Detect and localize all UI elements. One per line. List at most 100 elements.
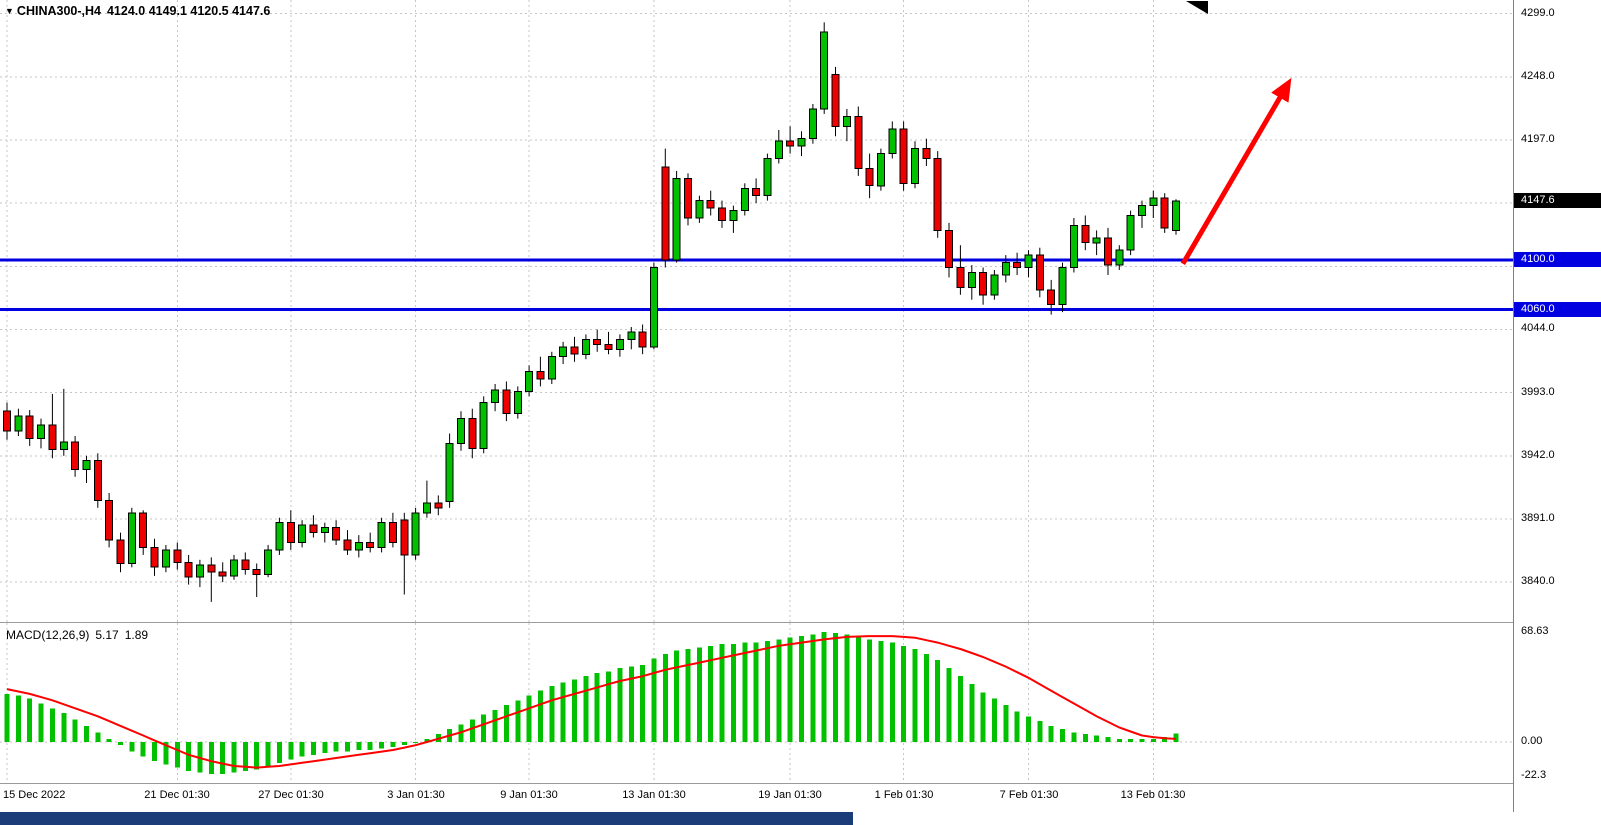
candle [1069, 224, 1078, 268]
macd-histogram-bar [628, 666, 634, 742]
candle [876, 153, 885, 187]
macd-histogram-bar [1128, 738, 1134, 742]
macd-histogram-bar [526, 695, 532, 742]
macd-axis-label: -22.3 [1521, 769, 1547, 781]
macd-histogram-bar [764, 641, 770, 742]
candle [1001, 262, 1010, 276]
trend-arrow [1180, 77, 1292, 266]
candle [468, 418, 477, 449]
time-axis-label: 15 Dec 2022 [3, 789, 66, 801]
macd-histogram-bar [912, 649, 918, 742]
candle [1047, 289, 1056, 306]
macd-histogram-bar [379, 742, 385, 749]
candle [82, 460, 91, 470]
macd-histogram-bar [390, 742, 396, 747]
candle [627, 331, 636, 340]
time-axis-label: 27 Dec 01:30 [258, 789, 324, 801]
time-axis-label: 21 Dec 01:30 [144, 789, 210, 801]
candle [842, 115, 851, 127]
macd-histogram-bar [481, 714, 487, 742]
candle [457, 418, 465, 444]
price-chart-pane[interactable] [0, 0, 1513, 623]
macd-histogram-bar [708, 645, 714, 742]
macd-main-value: 5.17 [95, 628, 119, 642]
candle [479, 402, 488, 449]
macd-histogram-bar [1026, 716, 1031, 742]
candle [979, 272, 988, 296]
candle [615, 338, 624, 350]
macd-histogram-bar [367, 742, 373, 750]
macd-histogram-bar [503, 705, 509, 742]
horizontal-scrollbar-thumb[interactable] [0, 812, 853, 825]
macd-histogram-bar [787, 637, 793, 742]
macd-histogram-bar [95, 732, 101, 742]
candle [786, 140, 795, 147]
time-axis-label: 9 Jan 01:30 [500, 789, 558, 801]
macd-axis-label: 0.00 [1521, 735, 1543, 747]
candle [763, 158, 772, 197]
macd-histogram-bar [106, 738, 112, 742]
macd-histogram-bar [61, 713, 67, 742]
candle [411, 512, 420, 556]
candle [649, 267, 658, 348]
macd-histogram-bar [220, 742, 226, 775]
symbol-dropdown-icon[interactable]: ▼ [5, 6, 14, 16]
candle [161, 549, 170, 568]
macd-histogram-bar [242, 742, 248, 771]
macd-histogram-bar [152, 742, 157, 762]
candle [309, 524, 318, 534]
pane-separator[interactable] [0, 622, 1601, 623]
macd-histogram-bar [174, 742, 180, 768]
macd-histogram-bar [333, 742, 339, 752]
price-axis-label: 3840.0 [1521, 575, 1555, 587]
macd-histogram-bar [730, 644, 736, 742]
macd-histogram-bar [583, 676, 589, 742]
macd-histogram-bar [129, 742, 135, 752]
chart-shift-marker-icon[interactable] [1186, 1, 1208, 14]
macd-histogram-bar [935, 660, 941, 742]
macd-histogram-bar [186, 742, 192, 771]
macd-histogram-bar [696, 647, 702, 742]
macd-histogram-bar [208, 742, 214, 775]
macd-histogram-bar [401, 742, 407, 746]
candle [1115, 249, 1124, 266]
macd-histogram-bar [84, 725, 89, 742]
candle [116, 539, 125, 564]
price-axis[interactable]: 4299.0 4248.0 4197.0 4044.0 3993.0 3942.0 3891… [1513, 0, 1601, 812]
macd-histogram-bar [753, 642, 759, 742]
candle [1081, 224, 1090, 244]
macd-histogram-bar [889, 642, 895, 742]
macd-histogram-bar [38, 703, 44, 742]
time-axis[interactable]: 15 Dec 2022 21 Dec 01:30 27 Dec 01:30 3 Jan… [0, 784, 1513, 811]
macd-name: MACD(12,26,9) [6, 628, 90, 642]
macd-histogram-bar [1082, 733, 1088, 742]
macd-histogram-bar [662, 653, 668, 742]
macd-histogram-bar [572, 679, 577, 742]
price-axis-label: 3993.0 [1521, 386, 1555, 398]
macd-histogram-bar [322, 742, 328, 754]
macd-histogram-bar [1037, 721, 1043, 742]
time-axis-label: 3 Jan 01:30 [387, 789, 445, 801]
candle [207, 564, 216, 573]
macd-histogram-bar [1150, 738, 1156, 742]
candle [502, 389, 511, 415]
macd-histogram-bar [594, 673, 600, 742]
macd-histogram-bar [957, 676, 963, 742]
candle [1149, 197, 1158, 207]
candle [3, 410, 11, 432]
macd-histogram-bar [72, 719, 78, 742]
macd-histogram-bar [276, 742, 282, 763]
candle [1013, 262, 1022, 269]
macd-axis-label: 68.63 [1521, 625, 1549, 637]
candle [638, 331, 647, 348]
macd-indicator-pane[interactable] [0, 623, 1513, 783]
candle [491, 389, 500, 404]
candle [184, 561, 193, 578]
candle [820, 31, 829, 110]
macd-histogram-bar [1162, 737, 1168, 742]
candle [139, 512, 148, 548]
macd-signal-value: 1.89 [124, 628, 149, 642]
candle [536, 371, 545, 380]
candle [286, 522, 295, 544]
symbol-title: CHINA300-,H4 [16, 4, 101, 18]
